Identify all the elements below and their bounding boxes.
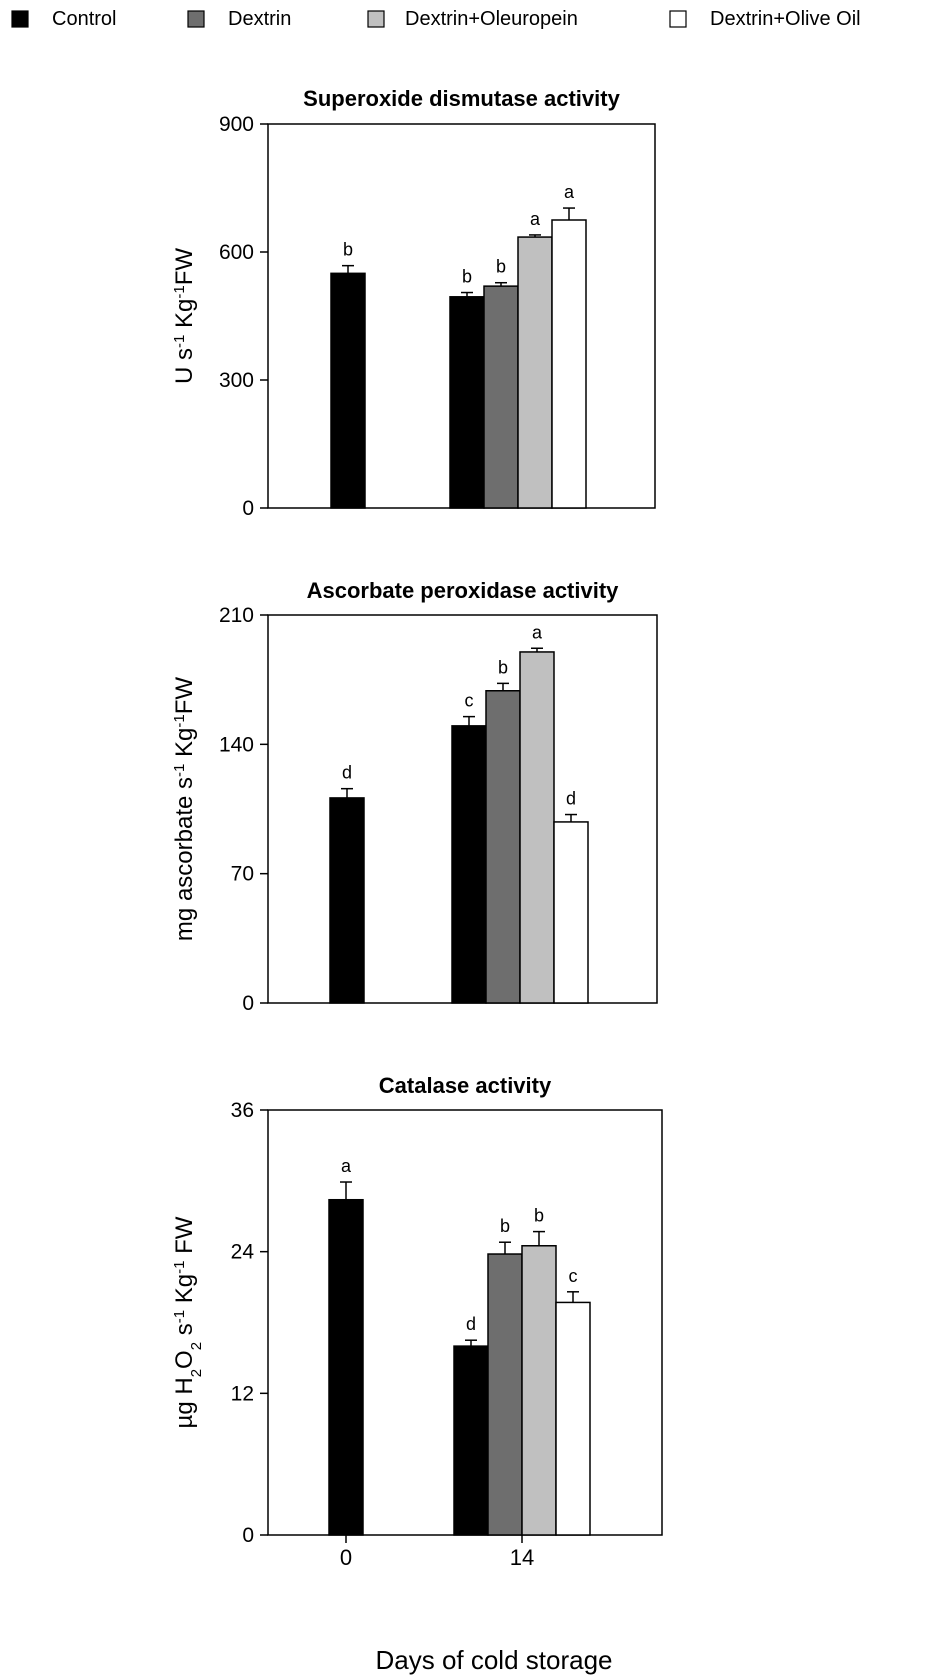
y-tick-label: 0 bbox=[242, 992, 254, 1015]
y-tick-label: 0 bbox=[242, 1524, 254, 1547]
y-tick-label: 900 bbox=[219, 113, 254, 136]
y-tick-label: 300 bbox=[219, 369, 254, 392]
y-axis-label-part: U s bbox=[171, 348, 198, 384]
y-axis-label-part: O bbox=[171, 1350, 198, 1369]
y-axis-label-part: -1 bbox=[171, 714, 188, 727]
legend-label: Dextrin bbox=[228, 8, 291, 30]
significance-letter: b bbox=[534, 1206, 544, 1226]
significance-letter: a bbox=[341, 1156, 352, 1176]
y-axis-label-part: -1 bbox=[171, 285, 188, 298]
bar-dextrin-oleuropein-day-14 bbox=[519, 651, 555, 1004]
bar-control-day-14 bbox=[449, 296, 485, 509]
y-axis-label-part: 2 bbox=[188, 1342, 205, 1350]
bar-dextrin-oleuropein-day-14 bbox=[521, 1245, 557, 1536]
bar-dextrin-olive-oil-day-14 bbox=[551, 219, 587, 509]
significance-letter: b bbox=[500, 1216, 510, 1236]
y-tick-label: 24 bbox=[231, 1241, 255, 1264]
y-axis-label-part: µg H bbox=[171, 1377, 198, 1428]
significance-letter: a bbox=[532, 622, 543, 642]
y-tick-label: 36 bbox=[231, 1099, 254, 1122]
significance-letter: c bbox=[569, 1266, 578, 1286]
y-tick-label: 140 bbox=[219, 733, 254, 756]
legend-swatch bbox=[367, 10, 385, 28]
legend-swatch bbox=[187, 10, 205, 28]
bar-control-day-0 bbox=[330, 272, 366, 509]
y-axis-label-part: -1 bbox=[171, 335, 188, 348]
chart-title: Catalase activity bbox=[379, 1073, 552, 1098]
y-axis-label-part: FW bbox=[171, 1216, 198, 1260]
legend-item-dextrin-oleuropein: Dextrin+Oleuropein bbox=[367, 8, 578, 30]
y-tick-label: 70 bbox=[231, 863, 254, 886]
y-tick-label: 0 bbox=[242, 497, 254, 520]
significance-letter: d bbox=[342, 763, 352, 783]
legend-label: Dextrin+Oleuropein bbox=[405, 8, 578, 30]
significance-letter: d bbox=[466, 1314, 476, 1334]
y-axis-label-part: mg ascorbate s bbox=[171, 777, 198, 941]
chart-title: Ascorbate peroxidase activity bbox=[307, 578, 620, 603]
legend-label: Control bbox=[52, 8, 116, 30]
chart-panel-ascorbate-peroxidase-activity: Ascorbate peroxidase activity 0 70 140 210 mg… bbox=[171, 578, 658, 1015]
y-tick-label: 210 bbox=[219, 604, 254, 627]
significance-letter: a bbox=[530, 209, 541, 229]
y-axis-label-part: FW bbox=[171, 248, 198, 286]
bar-dextrin-olive-oil-day-14 bbox=[555, 1301, 591, 1536]
y-tick-label: 12 bbox=[231, 1382, 254, 1405]
bar-dextrin-olive-oil-day-14 bbox=[553, 821, 589, 1004]
legend-swatch bbox=[669, 10, 687, 28]
legend-label: Dextrin+Olive Oil bbox=[710, 8, 861, 30]
significance-letter: b bbox=[496, 257, 506, 277]
y-axis-label: mg ascorbate s-1 Kg-1FW bbox=[171, 677, 199, 941]
bar-dextrin-day-14 bbox=[487, 1253, 523, 1536]
y-axis-label-part: -1 bbox=[171, 764, 188, 777]
y-axis-label-part: -1 bbox=[171, 1310, 188, 1323]
significance-letter: b bbox=[343, 240, 353, 260]
y-axis-label: µg H2O2 s-1 Kg-1 FW bbox=[171, 1216, 205, 1428]
bar-control-day-0 bbox=[329, 797, 365, 1004]
y-axis-label-part: Kg bbox=[171, 299, 198, 335]
significance-letter: b bbox=[462, 267, 472, 287]
bar-dextrin-day-14 bbox=[485, 690, 521, 1004]
bar-dextrin-oleuropein-day-14 bbox=[517, 236, 553, 509]
x-axis-label: Days of cold storage bbox=[375, 1645, 612, 1675]
chart-panel-superoxide-dismutase-activity: Superoxide dismutase activity 0 300 600 900 U… bbox=[171, 86, 656, 520]
y-axis-label-part: FW bbox=[171, 677, 198, 715]
bar-control-day-14 bbox=[453, 1345, 489, 1536]
legend: Control Dextrin Dextrin+Oleuropein Dextrin+… bbox=[11, 8, 861, 30]
y-axis-label-part: s bbox=[171, 1323, 198, 1342]
x-tick-label: 0 bbox=[340, 1545, 352, 1570]
bar-control-day-0 bbox=[328, 1198, 364, 1536]
chart-panels: Superoxide dismutase activity 0 300 600 900 U… bbox=[171, 86, 663, 1570]
x-tick-label: 14 bbox=[510, 1545, 534, 1570]
y-axis-label: U s-1 Kg-1FW bbox=[171, 248, 199, 384]
y-axis-label-part: Kg bbox=[171, 728, 198, 764]
y-tick-label: 600 bbox=[219, 241, 254, 264]
y-axis-label-part: Kg bbox=[171, 1274, 198, 1310]
chart-title: Superoxide dismutase activity bbox=[303, 86, 620, 111]
legend-item-control: Control bbox=[11, 8, 116, 30]
significance-letter: b bbox=[498, 657, 508, 677]
significance-letter: c bbox=[465, 691, 474, 711]
bar-control-day-14 bbox=[451, 725, 487, 1004]
significance-letter: a bbox=[564, 182, 575, 202]
legend-item-dextrin-olive-oil: Dextrin+Olive Oil bbox=[669, 8, 861, 30]
legend-swatch bbox=[11, 10, 29, 28]
significance-letter: d bbox=[566, 789, 576, 809]
y-axis-label-part: 2 bbox=[188, 1369, 205, 1377]
y-axis-label-part: -1 bbox=[171, 1261, 188, 1274]
bar-dextrin-day-14 bbox=[483, 285, 519, 509]
legend-item-dextrin: Dextrin bbox=[187, 8, 291, 30]
